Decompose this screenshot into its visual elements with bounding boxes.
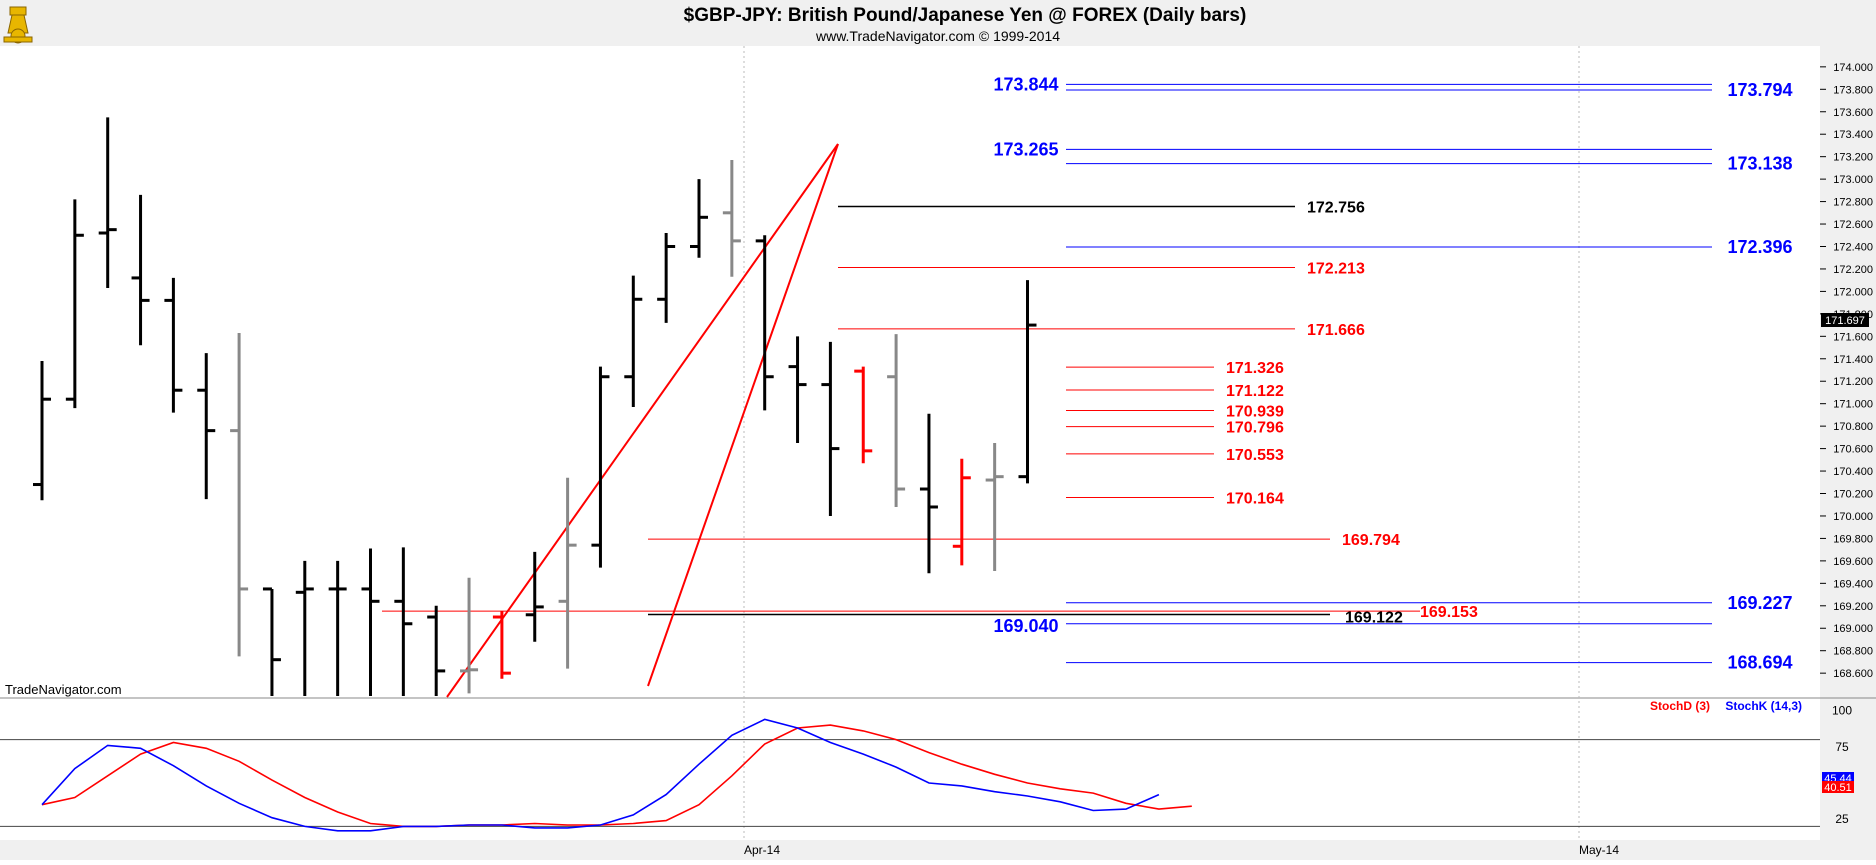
- stoch-d-line: [41, 724, 1192, 828]
- stoch-tick-label: 25: [1835, 812, 1849, 826]
- level-label: 169.153: [1420, 604, 1478, 621]
- level-label: 170.796: [1226, 420, 1284, 437]
- price-tick-label: 169.000: [1833, 623, 1873, 635]
- price-tick-label: 172.800: [1833, 197, 1873, 209]
- fib-levels: 173.844 173.794 173.265 173.138 172.756 172.3…: [382, 74, 1793, 673]
- price-tick-label: 170.800: [1833, 421, 1873, 433]
- price-axis: 174.000 173.800 173.600 173.400 173.200 173.0…: [1820, 62, 1873, 680]
- trendline-2: [647, 143, 839, 687]
- stoch-d-legend: StochD (3): [1650, 699, 1710, 713]
- price-tick-label: 169.400: [1833, 578, 1873, 590]
- chart-subtitle: www.TradeNavigator.com © 1999-2014: [815, 28, 1060, 44]
- level-label: 169.227: [1727, 593, 1792, 613]
- x-tick-apr: Apr-14: [744, 843, 780, 857]
- price-tick-label: 172.000: [1833, 286, 1873, 298]
- level-label: 172.396: [1727, 237, 1792, 257]
- price-tick-label: 171.600: [1833, 331, 1873, 343]
- stoch-k-line: [41, 718, 1160, 832]
- watermark: TradeNavigator.com: [5, 682, 122, 697]
- app-logo: [3, 6, 33, 44]
- level-label: 171.122: [1226, 383, 1284, 400]
- price-tick-label: 168.800: [1833, 646, 1873, 658]
- price-tick-label: 170.600: [1833, 444, 1873, 456]
- level-label: 173.265: [993, 139, 1058, 159]
- level-label: 170.553: [1226, 447, 1284, 464]
- price-tick-label: 173.800: [1833, 84, 1873, 96]
- price-tick-label: 173.200: [1833, 152, 1873, 164]
- stoch-k-legend: StochK (14,3): [1725, 699, 1802, 713]
- level-label: 170.939: [1226, 404, 1284, 421]
- level-label: 171.666: [1307, 322, 1365, 339]
- trendline-1: [446, 143, 839, 698]
- price-tick-label: 172.200: [1833, 264, 1873, 276]
- level-label: 173.844: [993, 74, 1058, 94]
- level-label: 169.794: [1342, 532, 1400, 549]
- price-tick-label: 170.000: [1833, 511, 1873, 523]
- price-tick-label: 173.600: [1833, 107, 1873, 119]
- chart-title: $GBP-JPY: British Pound/Japanese Yen @ F…: [684, 5, 1247, 26]
- price-tick-label: 169.600: [1833, 556, 1873, 568]
- level-label: 172.213: [1307, 260, 1365, 277]
- price-tick-label: 172.400: [1833, 241, 1873, 253]
- level-label: 173.138: [1727, 154, 1792, 174]
- price-axis-band: [1820, 46, 1876, 842]
- price-tick-label: 174.000: [1833, 62, 1873, 74]
- stoch-d-last-box: [1822, 781, 1854, 793]
- level-label: 171.326: [1226, 360, 1284, 377]
- level-label: 172.756: [1307, 200, 1365, 217]
- level-label: 173.794: [1727, 80, 1792, 100]
- last-price-box: [1821, 313, 1869, 327]
- stochastic-lines: [41, 718, 1192, 832]
- stoch-d-last-label: 40.51: [1824, 782, 1852, 794]
- time-axis-band: [0, 840, 1876, 860]
- stoch-tick-label: 75: [1835, 740, 1849, 754]
- level-label: 170.164: [1226, 491, 1284, 508]
- stoch-tick-label: 100: [1832, 704, 1852, 718]
- price-bars: [33, 117, 1037, 696]
- price-tick-label: 171.400: [1833, 354, 1873, 366]
- price-tick-label: 173.000: [1833, 174, 1873, 186]
- level-label: 169.040: [993, 616, 1058, 636]
- price-tick-label: 171.200: [1833, 376, 1873, 388]
- price-tick-label: 170.200: [1833, 489, 1873, 501]
- price-tick-label: 170.400: [1833, 466, 1873, 478]
- last-price-label: 171.697: [1825, 315, 1865, 327]
- price-tick-label: 168.600: [1833, 668, 1873, 680]
- header-band: [0, 0, 1876, 46]
- level-label: 169.122: [1345, 610, 1403, 627]
- trendlines: [446, 143, 839, 698]
- price-tick-label: 169.200: [1833, 601, 1873, 613]
- price-tick-label: 169.800: [1833, 533, 1873, 545]
- x-tick-may: May-14: [1579, 843, 1619, 857]
- price-tick-label: 172.600: [1833, 219, 1873, 231]
- level-label: 168.694: [1727, 653, 1792, 673]
- price-tick-label: 171.000: [1833, 399, 1873, 411]
- price-tick-label: 173.400: [1833, 129, 1873, 141]
